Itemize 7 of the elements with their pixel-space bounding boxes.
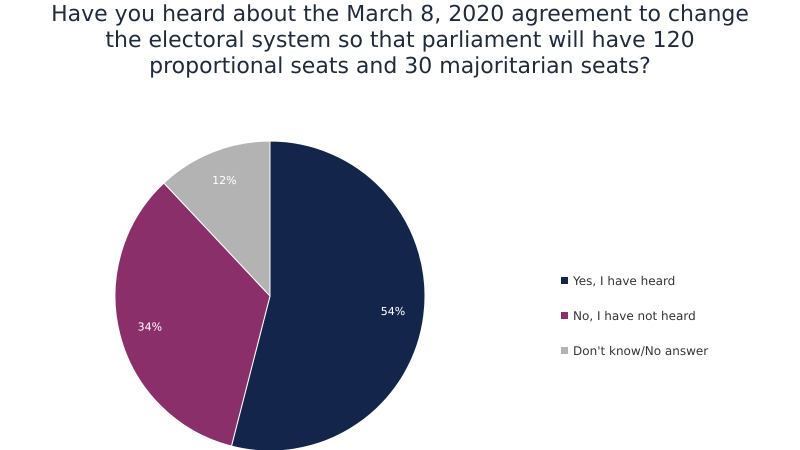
data-label: 34% [138, 320, 162, 334]
legend-label: Don't know/No answer [573, 344, 708, 358]
legend-label: No, I have not heard [573, 308, 696, 322]
data-label: 54% [380, 305, 406, 318]
legend-label: Yes, I have heard [573, 274, 676, 288]
data-label: 12% [212, 174, 237, 188]
chart-title: Have you heard about the March 8, 2020 agreement to change the electoral system so that parliament will have 120 proportional seats and 30 majoritarian seats? [50, 2, 750, 80]
